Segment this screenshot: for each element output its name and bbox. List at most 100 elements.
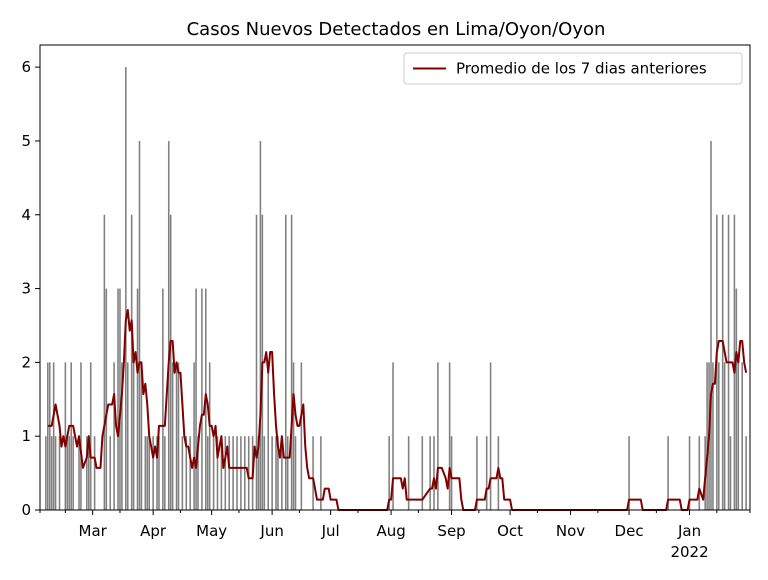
- bar: [706, 362, 708, 510]
- bar: [189, 436, 191, 510]
- bar: [244, 436, 246, 510]
- bar: [698, 436, 701, 510]
- bar: [723, 362, 726, 510]
- x-tick-label: Oct: [497, 522, 523, 540]
- bar: [109, 436, 111, 510]
- x-tick-label: Sep: [437, 522, 465, 540]
- bar: [735, 288, 738, 510]
- bar: [433, 436, 435, 510]
- y-tick-label: 5: [21, 132, 31, 150]
- bar: [710, 140, 712, 510]
- bar: [208, 362, 211, 510]
- x-tick-label: Aug: [376, 522, 405, 540]
- bar: [103, 214, 106, 510]
- bar: [140, 362, 143, 510]
- bar: [197, 436, 199, 510]
- bar: [300, 362, 303, 510]
- bar: [68, 436, 71, 510]
- bar: [50, 436, 53, 510]
- bar: [284, 214, 287, 510]
- x-tick-label: Jul: [321, 522, 340, 540]
- bar: [392, 362, 394, 510]
- bar: [320, 436, 322, 510]
- bar: [275, 436, 277, 510]
- y-tick-label: 2: [21, 353, 31, 371]
- bar: [667, 436, 669, 510]
- x-tick-label: Jan: [677, 522, 701, 540]
- bar: [263, 436, 266, 510]
- bar: [277, 436, 279, 510]
- bar: [78, 436, 80, 510]
- bar: [177, 362, 180, 510]
- bar: [286, 436, 289, 510]
- bar: [93, 436, 96, 510]
- bar: [206, 436, 209, 510]
- bar: [712, 362, 714, 510]
- bar: [688, 436, 691, 510]
- bar: [156, 436, 158, 510]
- bar: [169, 214, 172, 510]
- bar: [290, 214, 293, 510]
- y-tick-label: 3: [21, 280, 31, 298]
- bar: [292, 362, 295, 510]
- y-tick-label: 4: [21, 206, 31, 224]
- bar: [216, 436, 219, 510]
- bar: [162, 288, 164, 510]
- x-tick-year-label: 2022: [670, 543, 708, 561]
- bar: [47, 362, 49, 510]
- bar: [721, 214, 724, 510]
- bar: [89, 362, 92, 510]
- bar: [119, 288, 121, 510]
- bar: [201, 288, 203, 510]
- bar: [271, 436, 273, 510]
- bar: [86, 436, 88, 510]
- bar: [152, 436, 154, 510]
- x-tick-label: Nov: [556, 522, 585, 540]
- bar: [185, 436, 188, 510]
- bar: [138, 140, 141, 510]
- bar: [132, 362, 135, 510]
- bar: [429, 436, 431, 510]
- bar: [66, 436, 69, 510]
- bar: [448, 362, 451, 510]
- bar: [80, 362, 82, 510]
- legend-box: [403, 52, 743, 85]
- bar: [113, 362, 115, 510]
- x-axis: Mar Apr May Jun Jul Aug Sep Oct Nov Dec Jan 2022: [39, 510, 751, 561]
- bar: [259, 140, 262, 510]
- bar: [144, 436, 147, 510]
- legend: Promedio de los 7 dias anteriores: [403, 52, 743, 85]
- bar: [105, 288, 108, 510]
- bar: [240, 436, 242, 510]
- bar: [281, 436, 283, 510]
- bar: [228, 436, 230, 510]
- bar: [489, 362, 492, 510]
- x-tick-label: May: [196, 522, 227, 540]
- bar: [421, 436, 424, 510]
- bar: [267, 362, 269, 510]
- bar: [388, 436, 390, 510]
- bar: [729, 436, 732, 510]
- bar: [476, 436, 478, 510]
- bar: [212, 436, 215, 510]
- bar: [48, 362, 51, 510]
- y-tick-label: 0: [21, 501, 31, 519]
- x-tick-label: Dec: [615, 522, 644, 540]
- y-tick-label: 6: [21, 58, 31, 76]
- bar: [121, 362, 123, 510]
- bar: [52, 362, 55, 510]
- average-line-series: [47, 308, 748, 511]
- bar: [87, 436, 90, 510]
- bar: [175, 362, 178, 510]
- bar: [146, 436, 149, 510]
- bar: [126, 362, 129, 510]
- bar: [70, 362, 72, 510]
- bar: [741, 362, 743, 510]
- bar: [148, 436, 151, 510]
- bar: [167, 140, 170, 510]
- bar: [745, 436, 747, 510]
- bar: [485, 436, 488, 510]
- x-tick-label: Jun: [259, 522, 283, 540]
- bar: [220, 436, 223, 510]
- chart-title: Casos Nuevos Detectados en Lima/Oyon/Oyo…: [187, 19, 606, 40]
